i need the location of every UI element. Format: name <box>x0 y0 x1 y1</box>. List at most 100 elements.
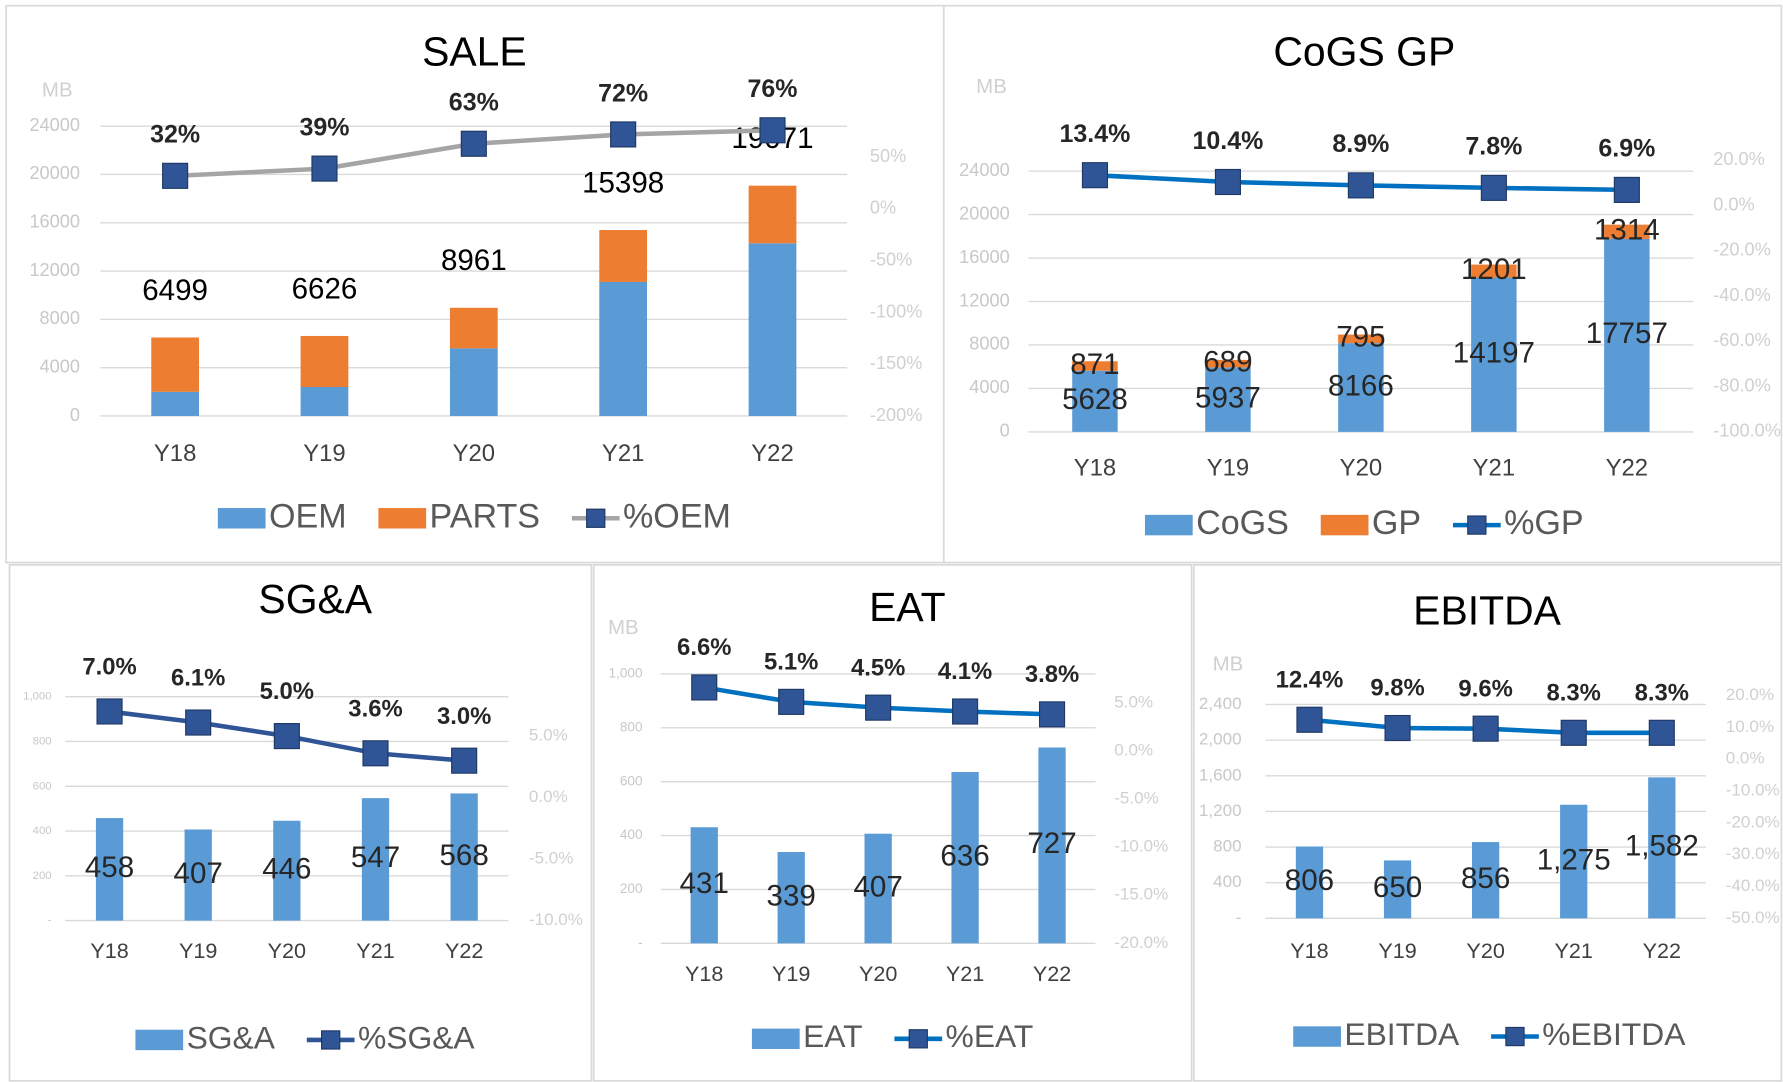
y2-tick-label: 5.0% <box>1114 692 1153 711</box>
y-tick-label: 200 <box>33 870 52 882</box>
line-label: 3.8% <box>1025 661 1079 688</box>
y-tick-label: 12000 <box>959 290 1010 310</box>
bar-label: 5628 <box>1062 383 1128 416</box>
y-tick-label: - <box>1236 908 1242 927</box>
line-label: 3.0% <box>437 703 491 730</box>
line-marker <box>865 694 892 721</box>
y-tick-label: 800 <box>33 735 52 747</box>
chart-title: EAT <box>869 584 946 630</box>
x-tick-label: Y19 <box>303 440 345 467</box>
x-tick-label: Y21 <box>602 440 644 467</box>
bar <box>1205 367 1251 432</box>
y-tick-label: 800 <box>620 719 643 734</box>
y-tick-label: 200 <box>620 881 643 896</box>
x-tick-label: Y21 <box>1555 938 1593 963</box>
y-tick-label: - <box>638 935 643 950</box>
y-tick-label: 0 <box>70 405 80 425</box>
bar <box>1205 359 1251 368</box>
x-tick-label: Y20 <box>453 440 495 467</box>
legend-label: OEM <box>269 497 347 535</box>
bar <box>748 185 797 244</box>
y2-tick-label: -20.0% <box>1726 812 1780 831</box>
bar-label: 14197 <box>1453 337 1535 370</box>
legend-label: SG&A <box>187 1019 276 1055</box>
legend-marker <box>321 1030 341 1050</box>
y-tick-label: 16000 <box>959 247 1010 267</box>
bar <box>599 230 648 282</box>
bar <box>300 335 349 387</box>
line-label: 5.0% <box>260 678 314 705</box>
bar <box>151 391 199 416</box>
line-marker <box>1613 176 1640 203</box>
y2-tick-label: -10.0% <box>1726 781 1780 800</box>
panel <box>592 564 1193 1082</box>
y-tick-label: 800 <box>1213 837 1241 856</box>
y2-tick-label: -40.0% <box>1726 876 1780 895</box>
legend-label: EBITDA <box>1344 1016 1460 1052</box>
line-label: 6.1% <box>171 665 225 692</box>
bar <box>599 281 648 416</box>
bar-label: 727 <box>1027 827 1076 860</box>
line-label: 39% <box>299 113 349 141</box>
legend-label: GP <box>1372 504 1421 542</box>
y-tick-label: 400 <box>620 827 643 842</box>
y2-tick-label: -100.0% <box>1713 421 1781 441</box>
y2-tick-label: 20.0% <box>1726 685 1774 704</box>
legend-label: CoGS <box>1196 504 1289 542</box>
y2-tick-label: 5.0% <box>529 726 568 745</box>
line-marker <box>952 698 979 725</box>
line-label: 12.4% <box>1276 666 1344 693</box>
y2-tick-label: -50.0% <box>1726 908 1780 927</box>
line-marker <box>1214 168 1241 196</box>
bar <box>1604 224 1650 239</box>
line-label: 8.3% <box>1635 679 1689 706</box>
legend-label: EAT <box>803 1018 863 1054</box>
bar <box>1038 747 1066 944</box>
bar-label: 431 <box>680 867 729 900</box>
bar <box>273 820 301 921</box>
line-marker <box>1081 162 1109 189</box>
line-marker <box>1296 706 1323 733</box>
legend-swatch <box>1293 1026 1341 1047</box>
legend-swatch <box>1320 514 1369 536</box>
legend: OEM PARTS %OEM <box>217 497 731 535</box>
y-tick-label: 400 <box>33 825 52 837</box>
legend-label: %EAT <box>946 1018 1034 1054</box>
bar-label: 407 <box>853 870 902 903</box>
line-marker <box>1384 714 1411 742</box>
bar <box>1072 361 1118 371</box>
line-marker <box>1480 174 1507 201</box>
x-tick-label: Y20 <box>1340 455 1382 482</box>
bar-label: 871 <box>1070 348 1119 381</box>
y-axis-label: MB <box>608 616 639 639</box>
x-tick-label: Y18 <box>1074 455 1116 482</box>
line-label: 10.4% <box>1192 127 1263 155</box>
x-tick-label: Y18 <box>1290 938 1328 963</box>
y2-tick-label: 0.0% <box>529 787 568 806</box>
x-tick-label: Y22 <box>1643 938 1681 963</box>
y2-tick-label: 20.0% <box>1713 149 1765 169</box>
x-tick-label: Y19 <box>772 961 810 986</box>
y-tick-label: 4000 <box>40 356 80 376</box>
y-tick-label: 0 <box>1000 421 1010 441</box>
legend-label: %SG&A <box>358 1019 475 1055</box>
y-tick-label: 1,600 <box>1199 765 1242 784</box>
bar-label: 339 <box>767 879 816 912</box>
line-label: 13.4% <box>1059 120 1130 148</box>
bar-label: 5937 <box>1195 381 1261 414</box>
chart-title: CoGS GP <box>1273 28 1455 74</box>
legend: CoGS GP %GP <box>1144 504 1584 542</box>
legend-label: PARTS <box>430 497 540 535</box>
y-tick-label: 600 <box>33 780 52 792</box>
y2-tick-label: 0.0% <box>1726 749 1765 768</box>
line-label: 72% <box>598 79 648 107</box>
bar <box>1295 846 1324 919</box>
line-label: 8.9% <box>1332 130 1389 158</box>
y-tick-label: 16000 <box>29 212 80 232</box>
legend-swatch <box>751 1028 800 1050</box>
y-tick-label: 24000 <box>29 115 80 135</box>
y-tick-label: 1,000 <box>23 691 51 703</box>
y-tick-label: 8000 <box>969 334 1009 354</box>
y2-tick-label: -5.0% <box>1114 789 1159 808</box>
total-label: 6626 <box>292 272 358 305</box>
